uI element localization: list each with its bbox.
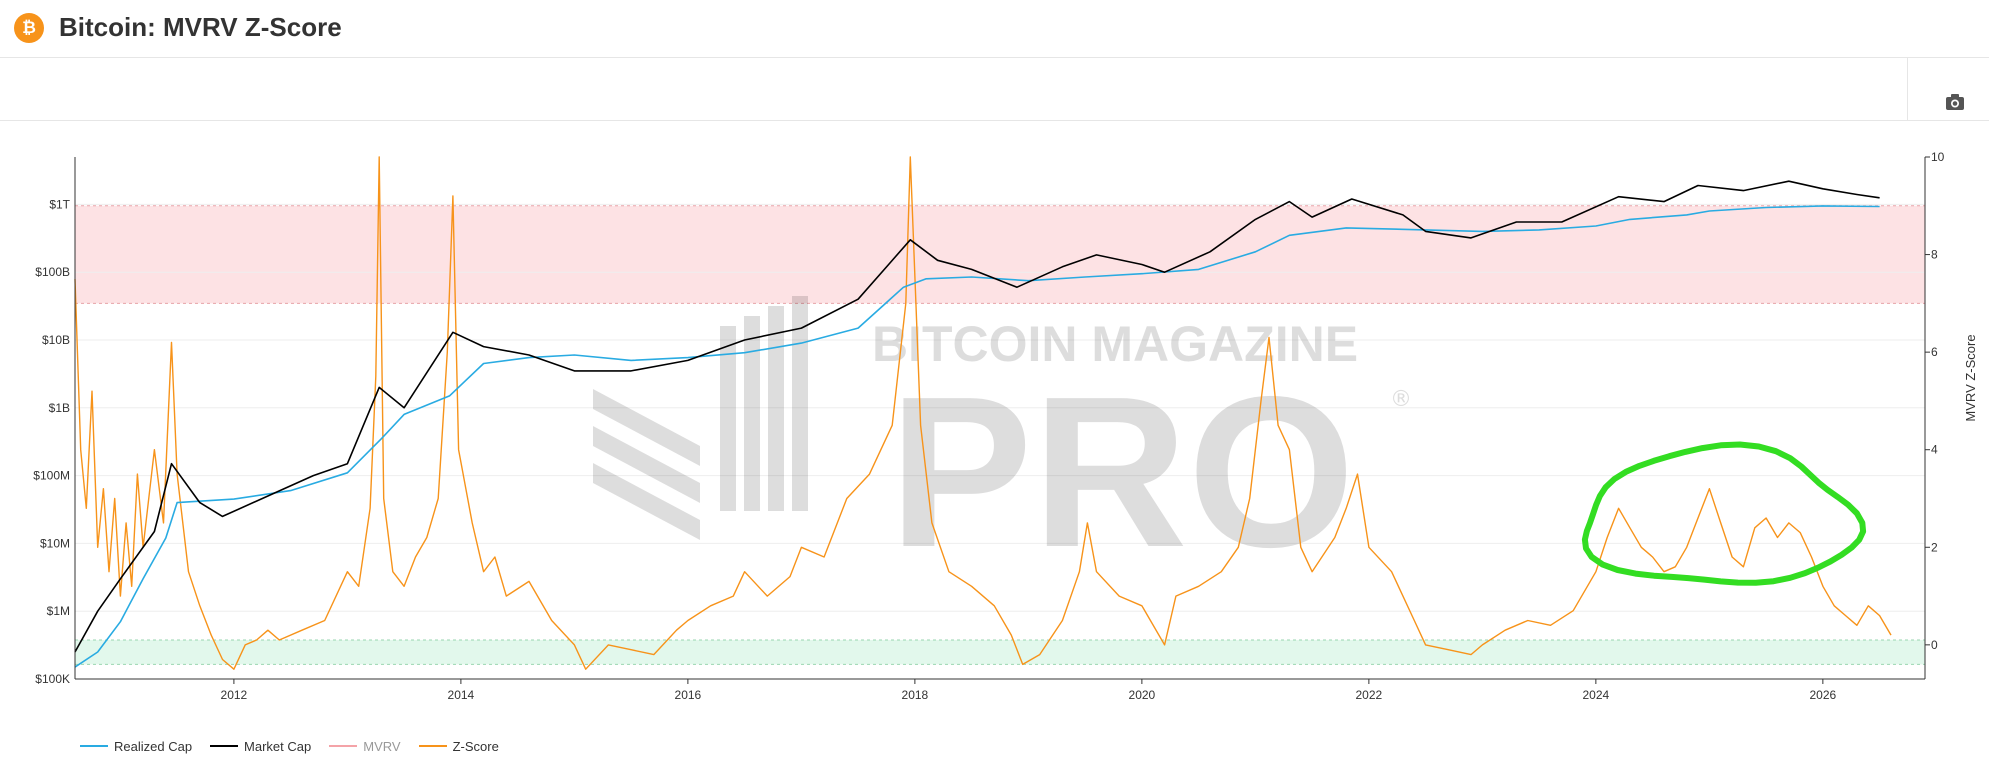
legend-label-z-score: Z-Score	[452, 738, 499, 754]
y-right-tick-label-0: 0	[1931, 638, 1938, 652]
y-left-tick-label-3: $100M	[33, 469, 70, 483]
y-right-tick-label-1: 2	[1931, 540, 1938, 554]
legend-swatch-market-cap	[210, 745, 239, 747]
legend-item-z-score[interactable]: Z-Score	[418, 738, 499, 754]
y-left-tick-label-0: $100K	[35, 672, 70, 686]
x-tick-label-5: 2022	[1356, 688, 1383, 702]
series-z-score	[74, 156, 1892, 670]
x-tick-label-3: 2018	[902, 688, 929, 702]
y-left-tick-label-7: $1T	[49, 197, 70, 211]
series-realized-cap	[74, 205, 1880, 668]
y-right-axis-title: MVRV Z-Score	[1963, 334, 1978, 421]
header-bar: ₿ Bitcoin: MVRV Z-Score	[0, 0, 1989, 58]
chart-toolbar	[0, 58, 1989, 121]
legend-swatch-z-score	[418, 745, 447, 747]
camera-icon	[1946, 94, 1964, 110]
x-tick-label-7: 2026	[1810, 688, 1837, 702]
watermark: BITCOIN MAGAZINE PRO ®	[593, 296, 1412, 592]
page-title: Bitcoin: MVRV Z-Score	[59, 12, 342, 42]
band-high	[75, 205, 1925, 304]
screenshot-camera-button[interactable]	[1938, 86, 1972, 120]
legend-label-realized-cap: Realized Cap	[114, 738, 193, 754]
bitcoin-logo-icon: ₿	[14, 13, 44, 43]
y-right-tick-label-2: 4	[1931, 443, 1938, 457]
legend-item-market-cap[interactable]: Market Cap	[210, 739, 311, 754]
y-right-tick-label-4: 8	[1931, 248, 1938, 262]
legend-item-mvrv[interactable]: MVRV	[329, 738, 401, 754]
y-right-tick-label-5: 10	[1931, 150, 1945, 164]
green-annotation	[1581, 441, 1867, 586]
band-low	[75, 639, 1925, 665]
watermark-line1: BITCOIN MAGAZINE	[872, 316, 1358, 372]
watermark-stripes-icon	[593, 296, 808, 540]
chart-legend: Realized Cap Market Cap MVRV Z-Score	[80, 736, 517, 756]
legend-label-mvrv: MVRV	[363, 738, 401, 754]
legend-swatch-realized-cap	[80, 745, 108, 747]
axes: 2012 2014 2016 2018 2020 2022 2024 2026 $100K $1M…	[33, 150, 1978, 702]
toolbar-divider	[1907, 58, 1908, 121]
x-tick-label-0: 2012	[221, 688, 248, 702]
legend-swatch-mvrv	[329, 745, 358, 747]
legend-label-market-cap: Market Cap	[244, 738, 312, 754]
mvrv-zscore-chart: BITCOIN MAGAZINE PRO ® 2012 2014 2016 2018 2…	[33, 150, 1978, 702]
x-tick-label-4: 2020	[1129, 688, 1156, 702]
y-left-tick-label-4: $1B	[49, 401, 70, 415]
series-market-cap	[74, 180, 1880, 653]
y-left-tick-label-6: $100B	[35, 265, 70, 279]
y-left-tick-label-5: $10B	[42, 333, 70, 347]
x-tick-label-2: 2016	[675, 688, 702, 702]
annotation-ellipse-0	[1581, 441, 1867, 586]
y-right-tick-label-3: 6	[1931, 345, 1938, 359]
y-left-tick-label-1: $1M	[47, 604, 70, 618]
x-tick-label-1: 2014	[448, 688, 475, 702]
plot-series	[74, 156, 1892, 670]
watermark-line2: PRO	[889, 351, 1355, 592]
y-left-tick-label-2: $10M	[40, 536, 70, 550]
watermark-registered: ®	[1390, 387, 1412, 412]
legend-item-realized-cap[interactable]: Realized Cap	[80, 739, 192, 754]
x-tick-label-6: 2024	[1583, 688, 1610, 702]
